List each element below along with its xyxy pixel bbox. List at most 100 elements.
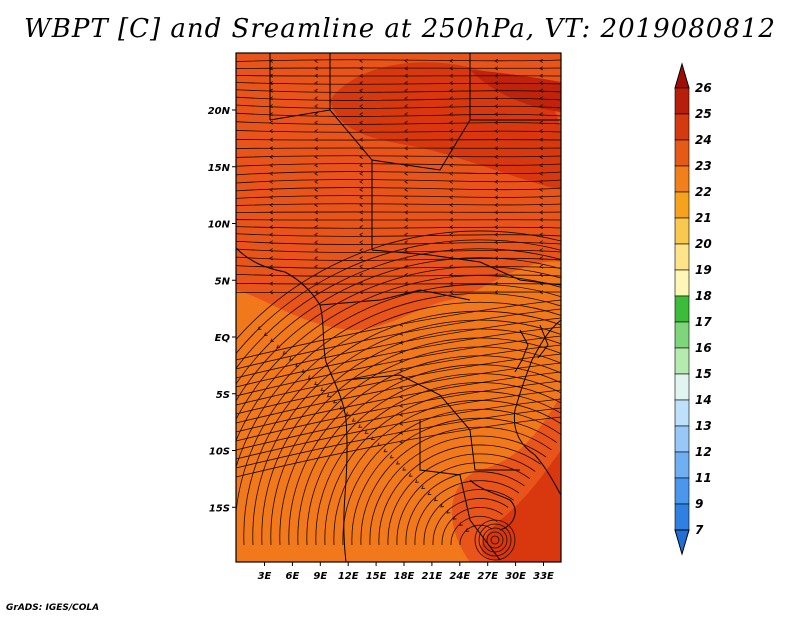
streamline-arrow (404, 217, 408, 222)
streamline-arrow (449, 273, 453, 278)
streamline-arrow (399, 421, 404, 426)
lon-tick-label: 9E (313, 571, 327, 582)
streamline-arrow (358, 424, 363, 428)
streamline-arrow (449, 81, 453, 86)
streamline-arrow (314, 171, 318, 176)
lon-tick-label: 3E (258, 571, 272, 582)
streamline-arrow (539, 256, 543, 261)
streamline (236, 59, 561, 62)
streamline-eddy (490, 535, 500, 545)
streamline-arrow (269, 232, 273, 237)
streamline (297, 364, 561, 546)
colorbar-label: 18 (695, 289, 712, 303)
streamline (236, 121, 561, 125)
streamline (333, 400, 561, 546)
streamline-arrow (449, 104, 453, 109)
colorbar-label: 15 (695, 367, 712, 381)
streamline-arrow (339, 405, 344, 410)
streamline (236, 147, 561, 149)
streamline-arrow (359, 225, 363, 230)
grads-credit: GrADS: IGES/COLA (6, 603, 100, 613)
streamline-arrow (359, 66, 363, 71)
streamline (236, 139, 561, 141)
streamline-arrow (389, 454, 394, 459)
streamline-arrow (314, 154, 318, 159)
streamline (236, 371, 561, 433)
colorbar-segment (674, 191, 690, 219)
streamline-arrow (263, 332, 268, 337)
streamline-arrow (404, 248, 408, 253)
colorbar-segment (674, 295, 690, 323)
streamline-arrow (414, 479, 419, 483)
streamline-arrow (359, 210, 363, 215)
streamline-arrow (314, 88, 318, 93)
streamline-arrow (449, 163, 453, 168)
streamline-arrow (449, 73, 453, 78)
streamline-arrow (539, 225, 543, 230)
lon-tick-label: 12E (338, 571, 359, 582)
streamline-arrow (539, 163, 543, 168)
streamline-arrow (539, 179, 543, 184)
streamline-arrow (539, 112, 543, 117)
streamline (236, 266, 561, 402)
streamline-arrow (404, 179, 408, 184)
streamline-arrow (494, 187, 498, 192)
streamline-arrow (314, 217, 318, 222)
streamline-arrow (452, 516, 457, 520)
streamline (450, 515, 498, 546)
streamline-arrow (494, 58, 498, 63)
colorbar: 26 25 24 23 22 21 20 19 18 17 16 15 14 13 12 11 9 7 (674, 62, 712, 556)
streamline-arrow (539, 104, 543, 109)
streamline (432, 498, 509, 546)
streamline-arrow (359, 137, 363, 142)
streamline-arrow (314, 81, 318, 86)
streamline (236, 211, 561, 214)
colorbar-segment (674, 321, 690, 349)
colorbar-label: 12 (695, 445, 712, 459)
streamline (288, 355, 561, 546)
streamline-arrow (359, 281, 363, 286)
streamline-arrow (314, 137, 318, 142)
streamlines (236, 58, 561, 561)
streamline-arrow (494, 210, 498, 215)
streamline-arrow (288, 356, 293, 361)
streamline-arrow (446, 509, 451, 514)
streamline-arrow (427, 491, 432, 496)
streamline (387, 453, 536, 546)
colorbar-label: 19 (695, 263, 712, 277)
streamline-arrow (421, 485, 426, 490)
streamline-arrow (359, 179, 363, 184)
lat-tick-label: EQ (215, 333, 231, 344)
streamline (324, 391, 561, 546)
streamline-arrow (314, 104, 318, 109)
streamline (236, 96, 561, 101)
streamline (236, 248, 561, 370)
streamline (459, 524, 493, 546)
streamline-arrow (404, 96, 408, 101)
streamline-arrow (270, 338, 274, 343)
streamline-arrow (269, 290, 273, 295)
streamline-arrow (539, 273, 543, 278)
streamline-arrow (449, 154, 453, 159)
colorbar-segment (674, 87, 690, 115)
streamline-arrow (314, 58, 318, 63)
streamline-arrow (359, 81, 363, 86)
streamline-arrow (404, 171, 408, 176)
streamline-arrow (314, 112, 318, 117)
lat-tick-label: 20N (208, 106, 231, 117)
colorbar-bottom-arrow (674, 529, 690, 556)
streamline-arrow (399, 331, 404, 336)
colorbar-segment (674, 139, 690, 167)
streamline (236, 130, 561, 133)
streamline-arrow (314, 240, 318, 245)
colorbar-label: 26 (695, 81, 712, 95)
streamline (236, 187, 561, 192)
streamline-arrow (494, 96, 498, 101)
streamline-arrow (449, 179, 453, 184)
streamline-arrow (494, 171, 498, 176)
streamline-arrow (494, 195, 498, 200)
streamline (236, 89, 561, 93)
streamline-arrow (494, 264, 498, 269)
streamline-arrow (314, 179, 318, 184)
streamline-arrow (314, 202, 318, 207)
